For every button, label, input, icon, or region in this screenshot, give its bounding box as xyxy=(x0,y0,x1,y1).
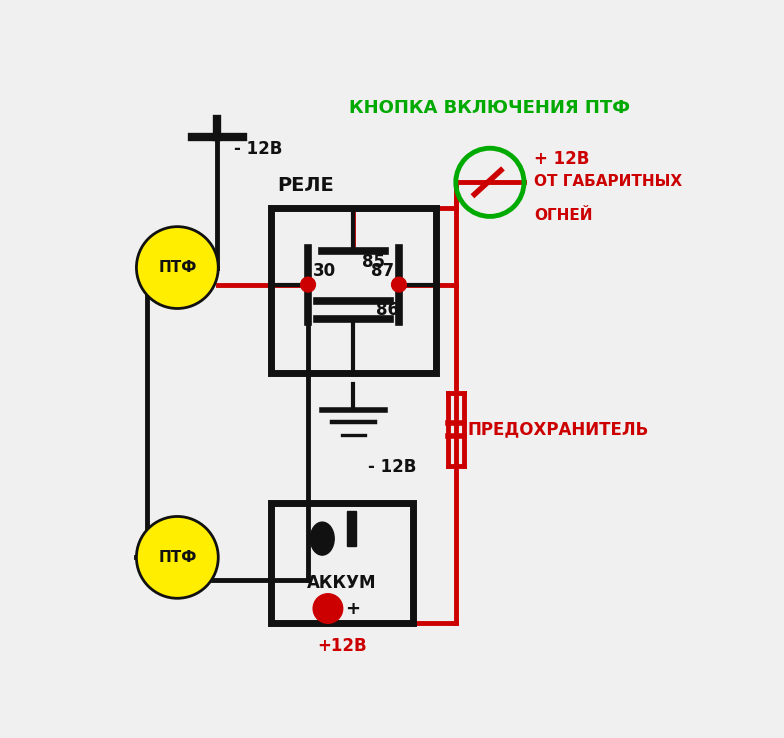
Circle shape xyxy=(136,517,218,599)
Text: ПРЕДОХРАНИТЕЛЬ: ПРЕДОХРАНИТЕЛЬ xyxy=(467,421,648,438)
Text: 85: 85 xyxy=(362,253,385,272)
Text: ОГНЕЙ: ОГНЕЙ xyxy=(534,208,593,223)
Text: - 12В: - 12В xyxy=(234,139,282,158)
Circle shape xyxy=(313,594,343,624)
Text: +12В: +12В xyxy=(318,637,367,655)
Circle shape xyxy=(136,227,218,308)
Text: ПТФ: ПТФ xyxy=(158,260,197,275)
Text: + 12В: + 12В xyxy=(534,150,590,168)
Circle shape xyxy=(300,277,315,292)
Text: КНОПКА ВКЛЮЧЕНИЯ ПТФ: КНОПКА ВКЛЮЧЕНИЯ ПТФ xyxy=(350,99,630,117)
Text: 86: 86 xyxy=(376,301,399,319)
Text: - 12В: - 12В xyxy=(368,458,416,476)
Bar xyxy=(347,511,356,546)
Ellipse shape xyxy=(310,523,334,555)
Text: РЕЛЕ: РЕЛЕ xyxy=(277,176,333,196)
Text: 30: 30 xyxy=(313,262,336,280)
Text: АККУМ: АККУМ xyxy=(307,574,377,592)
Text: ОТ ГАБАРИТНЫХ: ОТ ГАБАРИТНЫХ xyxy=(534,173,682,189)
Circle shape xyxy=(391,277,406,292)
Text: 87: 87 xyxy=(372,262,394,280)
Text: ПТФ: ПТФ xyxy=(158,550,197,565)
Text: +: + xyxy=(345,599,360,618)
